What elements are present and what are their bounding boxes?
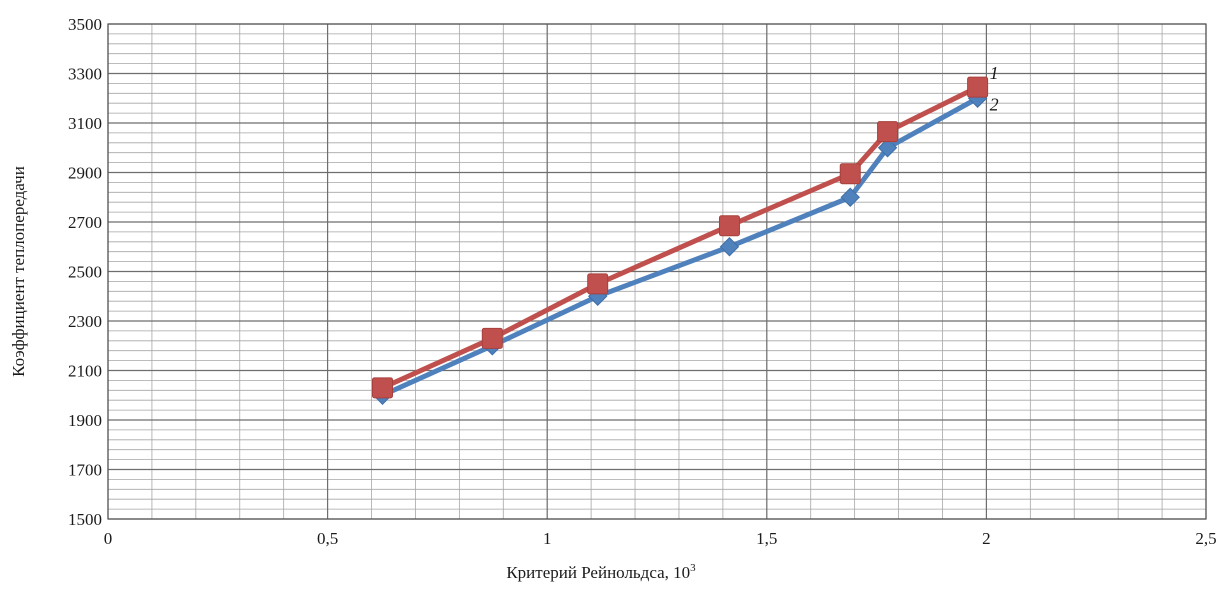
y-axis-title: Коэффициент теплопередачи [9, 166, 28, 377]
x-tick-label: 2,5 [1195, 529, 1216, 548]
series [372, 76, 989, 405]
y-tick-label: 2900 [68, 164, 102, 183]
y-tick-label: 2300 [68, 312, 102, 331]
series-1-tag: 1 [990, 63, 999, 83]
x-tick-label: 0,5 [317, 529, 338, 548]
y-tick-label: 3500 [68, 15, 102, 34]
series-2-point [840, 187, 860, 207]
series-1-point [967, 76, 989, 98]
y-tick-label: 1700 [68, 461, 102, 480]
series-2-point [719, 237, 740, 257]
series-1-point [372, 377, 393, 399]
y-tick-label: 2700 [68, 213, 102, 232]
x-tick-label: 2 [982, 529, 991, 548]
y-tick-label: 1900 [68, 411, 102, 430]
x-tick-label: 1,5 [756, 529, 777, 548]
series-1-point [587, 273, 609, 295]
x-axis-title-superscript: 3 [690, 562, 696, 574]
series-1-point [839, 163, 861, 185]
y-tick-label: 2500 [68, 263, 102, 282]
series-2-tag: 2 [990, 94, 999, 114]
series-1-point [481, 327, 503, 349]
plot-area-border [107, 23, 1207, 520]
axes: 0 0,5 1 1,5 2 2,5 1500 1700 1900 2100 2300 2500 2700… [68, 15, 1217, 548]
series-1-point [877, 121, 899, 143]
series-1-point [718, 215, 740, 237]
x-axis-title-text: Критерий Рейнольдса, 10 [506, 563, 690, 582]
y-tick-label: 3100 [68, 114, 102, 133]
x-tick-label: 1 [543, 529, 552, 548]
y-tick-label: 2100 [68, 362, 102, 381]
x-axis-title: Критерий Рейнольдса, 103 [506, 562, 696, 582]
y-tick-label: 3300 [68, 65, 102, 84]
x-tick-label: 0 [104, 529, 113, 548]
y-tick-label: 1500 [68, 510, 102, 529]
series-2-point [877, 138, 898, 158]
labels: Критерий Рейнольдса, 103 Коэффициент теп… [9, 63, 999, 582]
